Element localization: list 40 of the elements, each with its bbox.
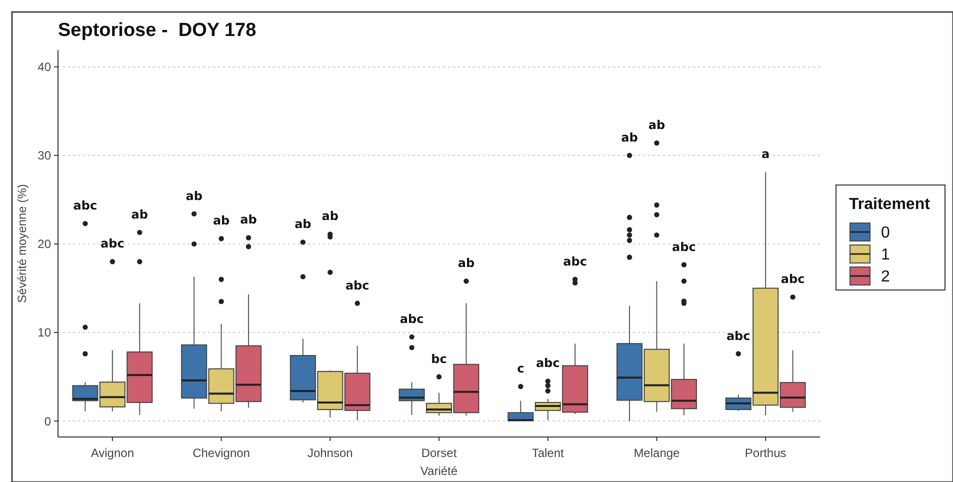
y-tick-label: 0 xyxy=(44,414,52,428)
annotation: abc xyxy=(100,236,124,251)
annotation: ab xyxy=(240,212,258,227)
y-tick-label: 10 xyxy=(38,326,52,340)
annotation: abc xyxy=(563,254,587,268)
annotation: ab xyxy=(212,214,230,228)
annotation: ab xyxy=(458,256,475,270)
legend-title: Traitement xyxy=(849,196,931,213)
x-tick-label: Chevignon xyxy=(192,446,250,460)
x-tick-label: Melange xyxy=(634,446,680,460)
annotation: abc xyxy=(400,312,424,326)
annotation: ab xyxy=(186,188,203,203)
y-axis-title: Sévérité moyenne (%) xyxy=(15,184,29,303)
legend-label: 1 xyxy=(881,246,890,264)
legend-label: 2 xyxy=(881,268,890,286)
annotation: ab xyxy=(322,209,339,224)
annotation: ab xyxy=(131,207,148,222)
annotation: a xyxy=(762,147,770,162)
annotation: ab xyxy=(621,130,638,144)
annotation: abc xyxy=(672,240,696,254)
y-tick-label: 40 xyxy=(38,60,52,74)
x-tick-label: Porthus xyxy=(744,446,786,460)
x-tick-label: Dorset xyxy=(421,446,458,460)
annotation: bc xyxy=(431,352,447,366)
annotation: abc xyxy=(73,198,98,213)
x-tick-label: Johnson xyxy=(307,446,353,460)
annotation: abc xyxy=(536,356,560,370)
annotation: abc xyxy=(726,328,750,343)
annotation: abc xyxy=(345,278,370,292)
legend-label: 0 xyxy=(881,224,890,242)
annotation: abc xyxy=(780,272,805,286)
x-axis-title: Variété xyxy=(420,464,458,478)
x-tick-label: Avignon xyxy=(90,446,134,460)
annotation: ab xyxy=(294,217,312,232)
chart-title: Septoriose - DOY 178 xyxy=(58,20,256,41)
annotation: c xyxy=(517,362,524,376)
y-tick-label: 30 xyxy=(38,148,52,163)
y-tick-label: 20 xyxy=(38,237,52,252)
x-tick-label: Talent xyxy=(532,446,565,460)
annotation: ab xyxy=(648,118,666,132)
